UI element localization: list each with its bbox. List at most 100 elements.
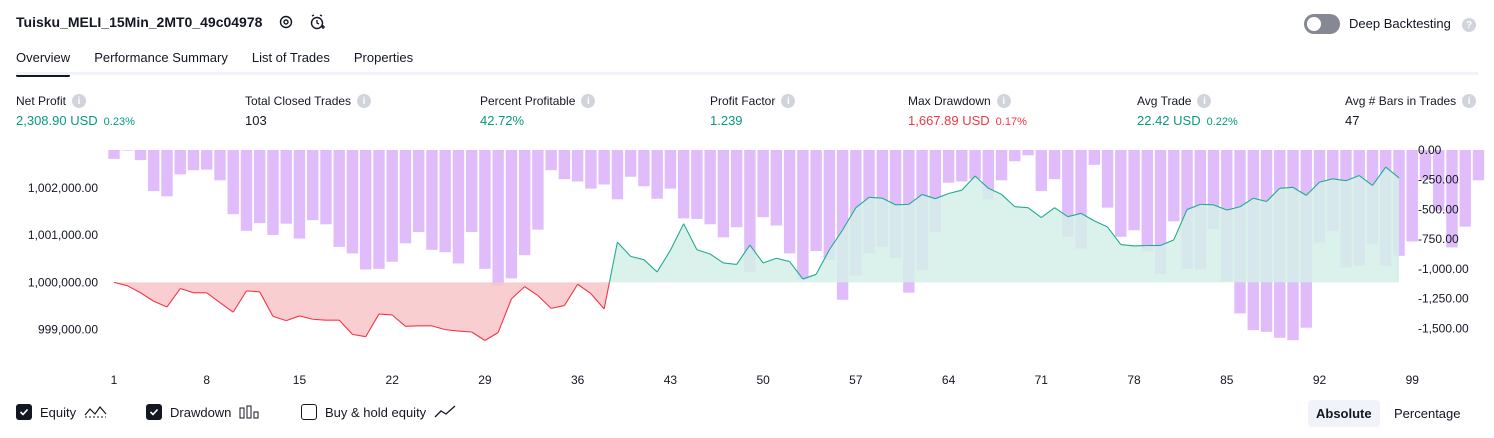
drawdown-bar: [1009, 150, 1021, 162]
equity-line-segment: [551, 304, 565, 309]
equity-line-segment: [1253, 197, 1267, 203]
equity-line-segment: [352, 333, 366, 338]
info-icon[interactable]: i: [72, 94, 87, 108]
drawdown-bar: [293, 150, 306, 239]
drawdown-bar: [320, 150, 332, 225]
equity-line-segment: [1054, 207, 1069, 218]
equity-checkbox[interactable]: [16, 404, 32, 420]
legend-drawdown[interactable]: Drawdown: [146, 404, 259, 420]
absolute-button[interactable]: Absolute: [1308, 400, 1380, 427]
x-axis-tick: 57: [849, 373, 863, 387]
equity-line-segment: [259, 291, 274, 317]
equity-drawdown-chart[interactable]: 1,002,000.00 1,001,000.00 1,000,000.00 999,…: [0, 140, 1494, 390]
drawdown-bar: [452, 150, 465, 264]
drawdown-bar: [558, 150, 571, 180]
info-icon[interactable]: i: [1462, 94, 1477, 108]
deep-backtesting-toggle[interactable]: [1304, 14, 1340, 34]
drawdown-bar: [439, 150, 451, 253]
net-profit-percent: 0.23%: [103, 116, 135, 128]
equity-line-segment: [206, 292, 221, 304]
equity-line-segment: [669, 223, 685, 251]
drawdown-bar: [571, 150, 584, 182]
x-axis-tick: 64: [942, 373, 956, 387]
buy-hold-checkbox[interactable]: [301, 404, 317, 420]
drawdown-bar: [1022, 150, 1034, 156]
percentage-button[interactable]: Percentage: [1394, 406, 1461, 421]
settings-icon[interactable]: [276, 12, 296, 32]
drawdown-bar: [187, 150, 200, 171]
equity-line-segment: [246, 290, 260, 293]
drawdown-bar: [1168, 150, 1180, 222]
equity-line-segment: [286, 315, 300, 322]
drawdown-bar: [360, 150, 372, 270]
deep-backtesting-label: Deep Backtesting: [1349, 16, 1451, 31]
equity-line-segment: [1080, 212, 1095, 222]
avg-trade-value: 22.42 USD 0.22%: [1137, 113, 1238, 128]
avg-bars-in-trades-value: 47: [1345, 113, 1359, 128]
drawdown-bar: [889, 150, 902, 259]
equity-line-segment: [140, 292, 155, 302]
drawdown-bar: [823, 150, 836, 260]
equity-line-segment: [815, 249, 830, 275]
x-axis-tick: 15: [293, 373, 307, 387]
equity-line-segment: [1239, 197, 1254, 208]
tab-overview[interactable]: Overview: [16, 48, 71, 77]
drawdown-bar: [638, 150, 650, 187]
legend-equity[interactable]: Equity: [16, 404, 108, 420]
equity-line-segment: [1014, 206, 1029, 209]
equity-line-segment: [656, 249, 671, 273]
avg-bars-in-trades-label: Avg # Bars in Trades i: [1345, 94, 1477, 108]
total-closed-trades-label-text: Total Closed Trades: [245, 94, 352, 108]
info-icon[interactable]: i: [357, 94, 372, 108]
help-icon[interactable]: ?: [1462, 18, 1476, 32]
tab-properties[interactable]: Properties: [353, 50, 414, 65]
drawdown-bar: [664, 150, 677, 189]
drawdown-bar: [227, 150, 239, 215]
drawdown-bar: [810, 150, 822, 252]
equity-line-segment: [762, 257, 777, 264]
tab-performance-summary[interactable]: Performance Summary: [94, 50, 228, 65]
drawdown-checkbox[interactable]: [146, 404, 162, 420]
profit-factor-label: Profit Factor i: [710, 94, 796, 108]
info-icon[interactable]: i: [781, 94, 796, 108]
drawdown-bars-icon: [239, 405, 259, 419]
total-closed-trades-value: 103: [245, 113, 267, 128]
x-axis-tick: 85: [1220, 373, 1234, 387]
equity-line-segment: [563, 283, 579, 306]
drawdown-bar: [1433, 150, 1445, 211]
equity-line-segment: [921, 193, 936, 200]
profit-factor-label-text: Profit Factor: [710, 94, 776, 108]
info-icon[interactable]: i: [996, 94, 1011, 108]
drawdown-bar: [214, 150, 226, 181]
left-axis-tick: 1,000,000.00: [28, 275, 98, 289]
add-alert-icon[interactable]: [308, 12, 328, 32]
drawdown-bar: [108, 150, 120, 159]
drawdown-bar: [1446, 150, 1458, 248]
equity-line-segment: [471, 331, 486, 341]
drawdown-bar: [611, 150, 624, 200]
drawdown-bar: [1141, 150, 1153, 252]
equity-line-segment: [445, 329, 459, 332]
left-axis-tick: 1,002,000.00: [28, 181, 98, 195]
drawdown-bar: [479, 150, 491, 269]
drawdown-bar: [717, 150, 730, 238]
equity-line-segment: [1226, 206, 1241, 211]
drawdown-bar: [598, 150, 610, 185]
drawdown-label: Drawdown: [170, 404, 232, 420]
percent-profitable-value: 42.72%: [480, 113, 524, 128]
equity-line-segment: [365, 313, 380, 338]
info-icon[interactable]: i: [1197, 94, 1212, 108]
x-axis-tick: 1: [111, 373, 118, 387]
equity-line-segment: [484, 332, 499, 341]
x-axis-tick: 50: [756, 373, 770, 387]
tab-list-of-trades[interactable]: List of Trades: [251, 50, 330, 65]
percent-profitable-label: Percent Profitable i: [480, 94, 596, 108]
avg-trade-percent: 0.22%: [1206, 116, 1238, 128]
drawdown-bar: [1062, 150, 1074, 237]
drawdown-bar: [995, 150, 1008, 181]
drawdown-bar: [969, 150, 981, 180]
drawdown-bar: [1406, 150, 1418, 242]
legend-buy-hold[interactable]: Buy & hold equity: [301, 404, 456, 420]
x-axis-tick: 92: [1313, 373, 1327, 387]
info-icon[interactable]: i: [581, 94, 596, 108]
